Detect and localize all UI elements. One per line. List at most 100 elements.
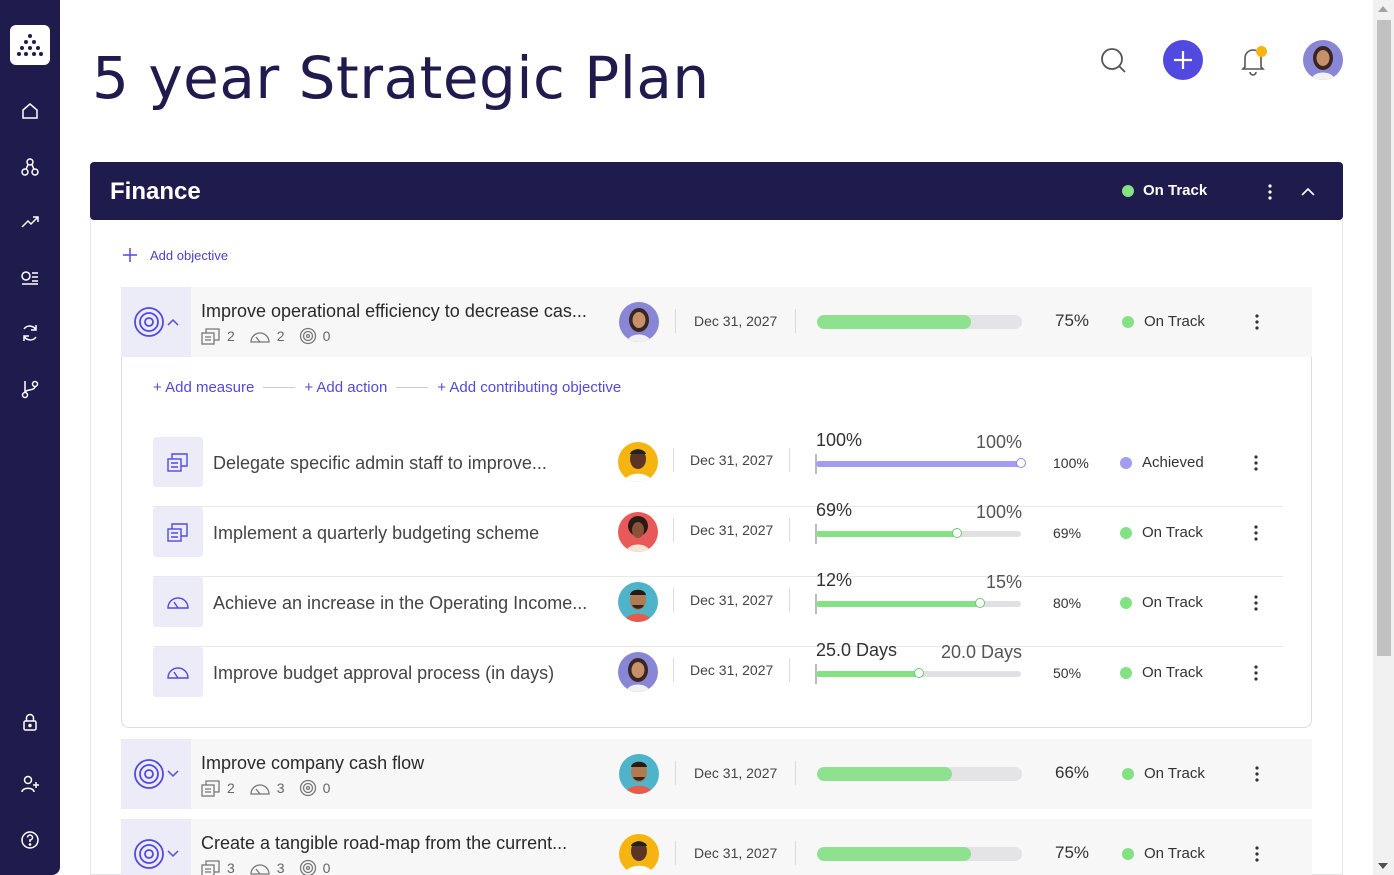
branch-icon[interactable]	[16, 375, 44, 403]
target-value: 20.0 Days	[940, 642, 1022, 662]
status-label: On Track	[1144, 845, 1205, 862]
divider	[396, 387, 429, 388]
scroll-down-arrow[interactable]	[1378, 863, 1388, 869]
search-icon[interactable]	[1096, 43, 1130, 77]
add-action-link[interactable]: + Add action	[304, 379, 388, 396]
objective-row[interactable]: Improve company cash flow 2 3 0 Dec 31, …	[121, 739, 1312, 809]
progress-knob	[975, 598, 985, 608]
more-icon[interactable]	[1247, 842, 1267, 866]
objective-expanded-panel	[121, 357, 1312, 728]
add-contributing-objective-link[interactable]: + Add contributing objective	[437, 379, 622, 396]
measure-row[interactable]: Improve budget approval process (in days…	[153, 640, 1283, 717]
add-button[interactable]	[1163, 40, 1203, 80]
objective-title[interactable]: Create a tangible road-map from the curr…	[201, 833, 568, 853]
progress-track	[816, 598, 1021, 608]
objective-row[interactable]: Improve operational efficiency to decrea…	[121, 287, 1312, 357]
objective-title[interactable]: Improve operational efficiency to decrea…	[201, 301, 587, 321]
progress-percent: 75%	[1055, 843, 1090, 862]
progress-fill	[816, 461, 1021, 467]
scroll-thumb[interactable]	[1377, 20, 1391, 656]
panel-more-icon[interactable]	[1258, 180, 1282, 204]
objective-row[interactable]: Create a tangible road-map from the curr…	[121, 819, 1312, 875]
owner-avatar[interactable]	[618, 652, 658, 692]
item-title[interactable]: Delegate specific admin staff to improve…	[213, 453, 547, 473]
divider	[263, 387, 296, 388]
progress-fill	[817, 315, 971, 329]
target-icon	[134, 839, 164, 869]
status-dot	[1122, 847, 1134, 860]
add-objective-link[interactable]: Add objective	[122, 247, 228, 263]
progress-track	[816, 668, 1021, 678]
action-icon	[201, 328, 220, 345]
progress-knob	[952, 528, 963, 538]
status-badge: Achieved	[1120, 454, 1204, 471]
item-title[interactable]: Implement a quarterly budgeting scheme	[213, 523, 540, 543]
contributing-count: 0	[322, 860, 331, 875]
hierarchy-icon[interactable]	[16, 153, 44, 181]
gauge-icon	[250, 332, 270, 343]
owner-avatar[interactable]	[619, 754, 659, 794]
progress-percent: 50%	[1053, 665, 1082, 681]
progress-bar	[817, 315, 1022, 329]
action-count: 3	[227, 860, 235, 875]
objective-title[interactable]: Improve company cash flow	[201, 753, 425, 773]
owner-avatar[interactable]	[619, 302, 659, 342]
status-label: On Track	[1142, 524, 1203, 541]
gauge-icon	[250, 864, 270, 875]
objective-meta: 3 3 0	[201, 859, 330, 875]
status-badge: On Track	[1120, 664, 1203, 681]
sidebar	[0, 0, 60, 875]
due-date: Dec 31, 2027	[673, 588, 791, 612]
item-title[interactable]: Achieve an increase in the Operating Inc…	[213, 593, 588, 613]
scroll-up-arrow[interactable]	[1378, 6, 1388, 12]
add-measure-link[interactable]: + Add measure	[153, 379, 255, 396]
help-icon[interactable]	[16, 826, 44, 854]
more-icon[interactable]	[1247, 762, 1267, 786]
add-user-icon[interactable]	[16, 770, 44, 798]
gauge-icon	[250, 784, 270, 795]
objective-toggle[interactable]	[121, 819, 191, 875]
progress-track	[816, 458, 1026, 468]
panel-title: Finance	[110, 178, 201, 205]
measure-row[interactable]: Achieve an increase in the Operating Inc…	[153, 570, 1283, 647]
owner-avatar[interactable]	[618, 442, 658, 482]
measure-count: 2	[276, 328, 285, 344]
progress-bar	[817, 847, 1022, 861]
trending-icon[interactable]	[16, 208, 44, 236]
gauge-icon	[153, 577, 203, 627]
progress-percent: 100%	[1053, 455, 1089, 471]
owner-avatar[interactable]	[619, 834, 659, 874]
owner-avatar[interactable]	[618, 512, 658, 552]
current-value: 25.0 Days	[816, 640, 898, 660]
status-dot	[1122, 767, 1134, 780]
more-icon[interactable]	[1246, 451, 1266, 475]
item-title[interactable]: Improve budget approval process (in days…	[213, 663, 555, 683]
panel-status-label: On Track	[1143, 182, 1208, 199]
refresh-icon[interactable]	[16, 319, 44, 347]
more-icon[interactable]	[1246, 661, 1266, 685]
app-logo[interactable]	[10, 25, 50, 65]
owner-avatar[interactable]	[618, 582, 658, 622]
objective-toggle[interactable]	[121, 739, 191, 809]
status-badge: On Track	[1120, 524, 1203, 541]
measure-count: 3	[276, 780, 285, 796]
objective-toggle[interactable]	[121, 287, 191, 357]
action-row[interactable]: Implement a quarterly budgeting scheme D…	[153, 500, 1283, 577]
more-icon[interactable]	[1247, 310, 1267, 334]
more-icon[interactable]	[1246, 521, 1266, 545]
due-date: Dec 31, 2027	[675, 309, 797, 333]
more-icon[interactable]	[1246, 591, 1266, 615]
action-icon	[153, 507, 203, 557]
lock-icon[interactable]	[16, 708, 44, 736]
chevron-up-icon[interactable]	[1296, 180, 1320, 204]
due-date: Dec 31, 2027	[675, 841, 797, 865]
scrollbar[interactable]	[1373, 0, 1394, 875]
list-icon[interactable]	[16, 264, 44, 292]
user-avatar[interactable]	[1303, 40, 1343, 80]
home-icon[interactable]	[16, 97, 44, 125]
panel-status: On Track	[1122, 182, 1207, 199]
page-title: 5 year Strategic Plan	[92, 44, 710, 112]
action-row[interactable]: Delegate specific admin staff to improve…	[153, 430, 1283, 507]
due-date: Dec 31, 2027	[673, 518, 791, 542]
